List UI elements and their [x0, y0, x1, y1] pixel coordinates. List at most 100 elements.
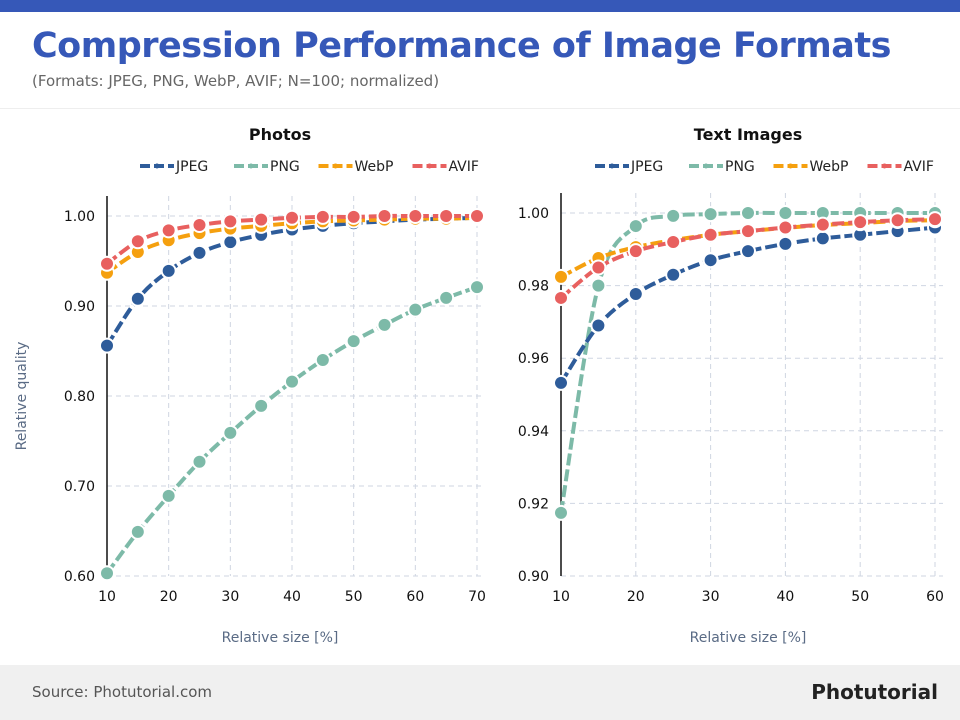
data-point-jpeg: [222, 234, 239, 251]
data-point-avif: [927, 211, 943, 228]
data-point-avif: [590, 259, 607, 276]
data-point-png: [345, 333, 362, 350]
data-point-avif: [777, 219, 794, 236]
header-divider: [0, 108, 960, 109]
data-point-jpeg: [814, 230, 831, 247]
x-tick-label: 40: [776, 589, 794, 605]
data-point-avif: [469, 208, 485, 224]
legend-label-jpeg: JPEG: [175, 159, 208, 175]
chart-title: Text Images: [694, 125, 802, 144]
y-tick-label: 0.80: [64, 389, 95, 405]
data-point-png: [129, 523, 146, 540]
data-point-avif: [553, 289, 569, 306]
data-point-png: [702, 206, 719, 223]
data-point-png: [407, 301, 424, 318]
data-point-jpeg: [160, 262, 177, 279]
x-axis-label: Relative size [%]: [222, 630, 339, 646]
data-point-png: [222, 424, 239, 441]
legend-marker-png: [248, 163, 254, 169]
x-tick-label: 10: [552, 589, 570, 605]
data-point-avif: [852, 214, 869, 231]
data-point-avif: [253, 211, 270, 228]
data-point-jpeg: [740, 243, 756, 260]
x-tick-label: 50: [851, 589, 869, 605]
data-point-jpeg: [627, 285, 644, 302]
data-point-jpeg: [590, 317, 607, 334]
source-text: Source: Photutorial.com: [32, 683, 213, 701]
y-tick-label: 0.90: [518, 569, 549, 585]
data-point-jpeg: [702, 252, 719, 269]
legend-marker-png: [703, 163, 709, 169]
x-tick-label: 30: [221, 589, 239, 605]
x-tick-label: 70: [468, 589, 486, 605]
data-point-avif: [438, 208, 455, 224]
legend-label-jpeg: JPEG: [630, 159, 663, 175]
legend-marker-webp: [333, 163, 338, 169]
data-point-jpeg: [129, 290, 146, 307]
legend-label-avif: AVIF: [449, 159, 479, 175]
legend-label-png: PNG: [725, 159, 755, 175]
data-point-avif: [814, 216, 831, 233]
x-tick-label: 50: [345, 589, 363, 605]
data-point-avif: [407, 208, 424, 224]
data-point-png: [284, 373, 300, 390]
series-line-jpeg: [559, 225, 936, 384]
y-tick-label: 0.90: [64, 299, 95, 315]
legend-label-webp: WebP: [355, 159, 394, 175]
x-tick-label: 20: [160, 589, 178, 605]
data-point-png: [253, 397, 270, 414]
legend-marker-jpeg: [154, 163, 160, 169]
data-point-avif: [345, 208, 362, 225]
data-point-jpeg: [553, 374, 569, 391]
data-point-png: [191, 453, 208, 470]
legend-label-png: PNG: [270, 159, 300, 175]
x-tick-label: 40: [283, 589, 301, 605]
y-tick-label: 0.92: [518, 496, 549, 512]
data-point-png: [777, 205, 794, 221]
data-point-png: [740, 205, 756, 221]
data-point-avif: [665, 234, 682, 251]
x-tick-label: 30: [702, 589, 720, 605]
data-point-avif: [99, 255, 115, 272]
y-axis-label: Relative quality: [14, 342, 30, 451]
legend-marker-avif: [427, 163, 432, 169]
y-tick-label: 1.00: [518, 206, 549, 222]
data-point-avif: [284, 209, 300, 226]
data-point-png: [99, 565, 115, 582]
data-point-avif: [191, 217, 208, 233]
legend-marker-jpeg: [609, 163, 615, 169]
page-subtitle: (Formats: JPEG, PNG, WebP, AVIF; N=100; …: [32, 72, 440, 90]
legend-marker-webp: [788, 163, 793, 169]
data-point-avif: [314, 208, 331, 225]
data-point-png: [469, 279, 485, 296]
y-tick-label: 0.98: [518, 279, 549, 295]
chart-text-images: Text Images JPEG PNG WebP AVIF 10 20 30 40 50 60 0.…: [518, 125, 944, 646]
data-point-avif: [702, 226, 719, 243]
data-point-webp: [553, 268, 569, 285]
data-point-jpeg: [665, 266, 682, 283]
brand-logo: Photutorial: [811, 680, 938, 704]
legend-label-webp: WebP: [810, 159, 849, 175]
x-tick-label: 10: [98, 589, 116, 605]
top-accent-bar: [0, 0, 960, 12]
data-point-png: [314, 352, 331, 368]
x-axis-label: Relative size [%]: [690, 630, 807, 646]
data-point-png: [553, 504, 569, 521]
data-point-jpeg: [191, 244, 208, 261]
y-tick-label: 0.96: [518, 351, 549, 367]
y-tick-label: 0.60: [64, 569, 95, 585]
data-point-avif: [376, 208, 393, 224]
data-point-png: [438, 289, 455, 306]
data-point-avif: [129, 233, 146, 250]
data-point-jpeg: [99, 337, 115, 354]
data-point-avif: [627, 243, 644, 260]
data-point-avif: [222, 213, 239, 230]
legend-marker-avif: [882, 163, 887, 169]
data-point-jpeg: [777, 235, 794, 252]
x-tick-label: 60: [926, 589, 944, 605]
data-point-png: [590, 277, 607, 294]
data-point-avif: [160, 222, 177, 239]
data-point-avif: [889, 212, 906, 229]
data-point-png: [376, 316, 393, 333]
chart-title: Photos: [249, 125, 311, 144]
